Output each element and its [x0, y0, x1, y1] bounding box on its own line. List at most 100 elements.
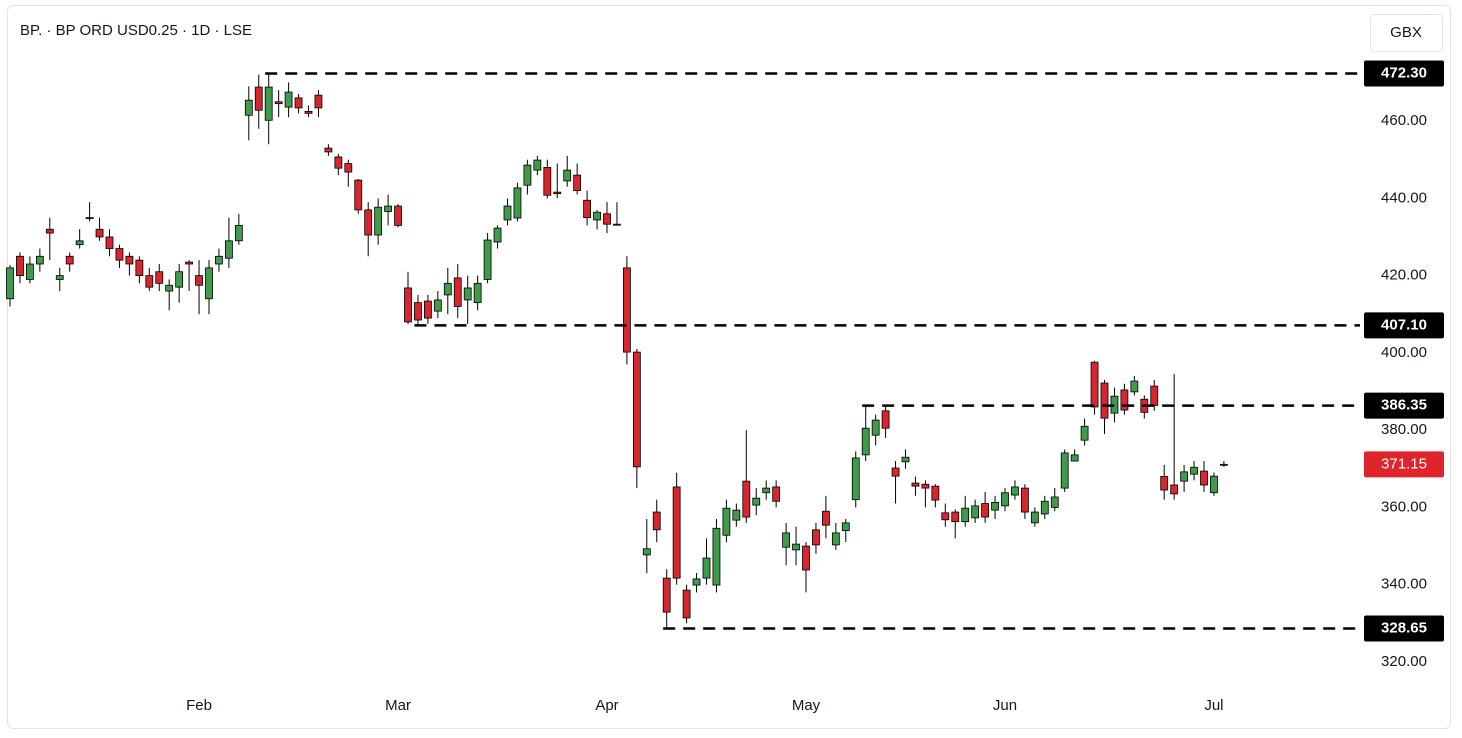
candle-body — [65, 255, 74, 265]
candle-body — [941, 512, 950, 521]
level-label-box — [1364, 60, 1444, 87]
candle-body — [234, 224, 243, 242]
candle-body — [45, 228, 54, 234]
candle-body — [324, 147, 333, 153]
candle-body — [682, 589, 691, 619]
candle-body — [25, 263, 34, 280]
candle-body — [1220, 463, 1228, 466]
candle-body — [762, 487, 771, 494]
candle-body — [1160, 476, 1169, 491]
candle-body — [185, 261, 194, 265]
candle-body — [16, 255, 24, 276]
candle-body — [672, 486, 681, 579]
level-label-box — [1364, 615, 1444, 642]
candle-body — [125, 255, 134, 265]
candle-body — [95, 228, 104, 238]
y-tick-label: 320.00 — [1381, 653, 1427, 670]
candle-body — [642, 548, 651, 556]
candle-body — [772, 486, 781, 502]
candle-body — [374, 206, 383, 236]
candle-body — [1060, 452, 1069, 489]
candle-body — [841, 522, 850, 531]
candle-body — [792, 543, 800, 551]
x-tick-label: May — [792, 697, 821, 714]
y-tick-label: 340.00 — [1381, 576, 1427, 593]
candle-body — [812, 529, 820, 546]
candle-body — [1090, 361, 1099, 408]
candle-body — [364, 209, 373, 236]
candle-body — [921, 483, 930, 489]
x-tick-label: Feb — [186, 697, 212, 714]
candle-body — [224, 240, 233, 259]
candle-body — [513, 187, 522, 219]
candle-body — [822, 510, 830, 526]
candle-body — [115, 248, 124, 261]
candle-body — [503, 205, 512, 221]
candle-body — [692, 578, 701, 586]
candle-body — [205, 267, 213, 300]
candle-body — [304, 110, 313, 114]
y-tick-label: 400.00 — [1381, 344, 1427, 361]
candle-body — [593, 211, 601, 221]
currency-button[interactable] — [1370, 14, 1443, 52]
candle-body — [1080, 425, 1089, 441]
candle-body — [652, 511, 661, 531]
candle-body — [1021, 487, 1029, 513]
candle-body — [75, 240, 84, 246]
candle-body — [712, 527, 721, 586]
chart-frame — [7, 5, 1451, 729]
candle-body — [155, 271, 164, 284]
candle-body — [175, 271, 184, 288]
candle-body — [1011, 486, 1019, 496]
currency-label[interactable]: GBX — [1390, 24, 1422, 41]
level-label-box — [1364, 392, 1444, 419]
level-label-box — [1364, 312, 1444, 339]
candle-body — [1170, 484, 1179, 495]
candle-body — [85, 217, 94, 220]
candle-body — [55, 275, 64, 280]
x-tick-label: Apr — [595, 697, 618, 714]
candle-body — [702, 557, 711, 579]
candle-body — [294, 97, 303, 109]
x-tick-label: Mar — [385, 697, 411, 714]
candle-body — [1200, 470, 1208, 486]
y-tick-label: 380.00 — [1381, 421, 1427, 438]
candle-body — [533, 159, 542, 171]
candle-body — [603, 213, 611, 225]
candle-body — [752, 497, 761, 506]
candle-body — [523, 164, 532, 186]
candle-body — [1030, 511, 1039, 524]
candle-body — [851, 457, 860, 501]
candle-body — [613, 223, 621, 226]
candle-body — [463, 287, 472, 301]
candle-body — [951, 511, 960, 523]
level-label: 386.35 — [1381, 397, 1427, 414]
candle-body — [881, 410, 890, 429]
candle-body — [404, 287, 412, 323]
candle-body — [453, 277, 462, 307]
candle-body — [433, 299, 442, 312]
candle-body — [662, 577, 671, 613]
candle-body — [414, 302, 422, 321]
candle-body — [35, 255, 44, 265]
candle-body — [632, 351, 641, 468]
candle-body — [1180, 471, 1188, 482]
candle-body — [861, 427, 870, 456]
level-label: 328.65 — [1381, 620, 1427, 637]
candle-body — [6, 267, 14, 300]
candle-body — [1100, 382, 1109, 419]
candle-body — [135, 259, 144, 276]
chart-title: BP. · BP ORD USD0.25 · 1D · LSE — [20, 22, 252, 39]
candle-body — [264, 86, 273, 121]
candle-body — [493, 227, 502, 243]
candle-body — [274, 101, 283, 105]
candle-body — [871, 419, 880, 436]
candle-body — [1210, 475, 1218, 494]
candle-body — [981, 503, 989, 518]
candle-body — [1130, 380, 1139, 393]
level-label: 472.30 — [1381, 64, 1427, 81]
candle-body — [891, 467, 900, 477]
x-tick-label: Jun — [993, 697, 1017, 714]
candle-body — [165, 284, 174, 292]
candle-body — [623, 267, 631, 353]
